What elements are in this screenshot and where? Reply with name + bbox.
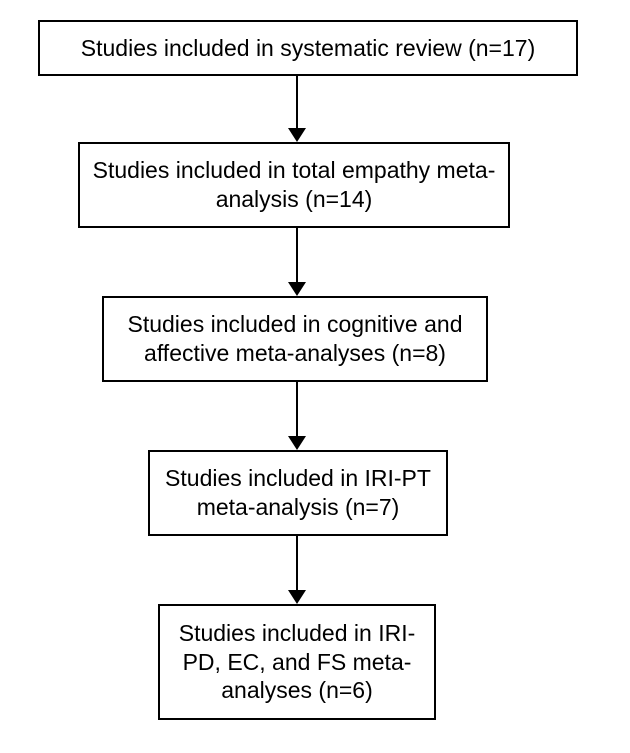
node-label: Studies included in IRI-PD, EC, and FS m…	[170, 619, 424, 705]
node-label: Studies included in cognitive and affect…	[114, 310, 476, 368]
flowchart-canvas: Studies included in systematic review (n…	[0, 0, 630, 753]
node-label: Studies included in total empathy meta-a…	[90, 156, 498, 214]
node-total-empathy: Studies included in total empathy meta-a…	[78, 142, 510, 228]
edge-line	[296, 382, 298, 436]
edge-arrowhead	[288, 590, 306, 604]
node-cognitive-affective: Studies included in cognitive and affect…	[102, 296, 488, 382]
edge-arrowhead	[288, 128, 306, 142]
node-systematic-review: Studies included in systematic review (n…	[38, 20, 578, 76]
edge-line	[296, 536, 298, 590]
node-label: Studies included in systematic review (n…	[81, 34, 535, 63]
node-label: Studies included in IRI-PT meta-analysis…	[160, 464, 436, 522]
node-iri-pd-ec-fs: Studies included in IRI-PD, EC, and FS m…	[158, 604, 436, 720]
edge-arrowhead	[288, 282, 306, 296]
edge-line	[296, 76, 298, 128]
edge-arrowhead	[288, 436, 306, 450]
node-iri-pt: Studies included in IRI-PT meta-analysis…	[148, 450, 448, 536]
edge-line	[296, 228, 298, 282]
